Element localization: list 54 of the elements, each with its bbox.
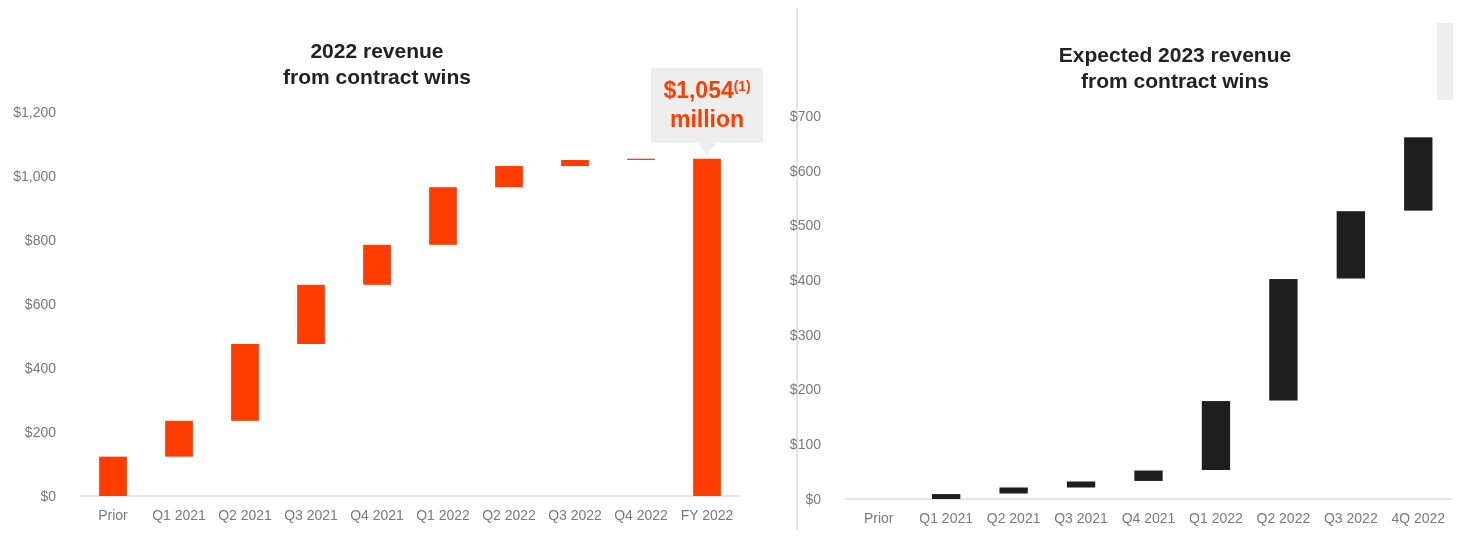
y-tick-label: $600	[789, 162, 822, 179]
annotation: $1,054$^{(1)}$ million	[663, 76, 751, 132]
x-tick-label: Q3 2022	[548, 507, 603, 523]
y-tick-label: $300	[789, 326, 822, 343]
x-tick-label: Q2 2021	[218, 507, 273, 523]
y-tick-label: $0	[40, 487, 57, 504]
y-tick-label: $800	[24, 231, 57, 248]
y-tick-label: $200	[789, 381, 822, 398]
x-tick-label: Q1 2021	[919, 510, 974, 526]
x-tick-label: Q3 2021	[284, 507, 339, 523]
x-tick-label: Q1 2022	[416, 507, 471, 523]
y-tick-label: $400	[789, 272, 822, 289]
x-tick-label: 4Q 2022	[1391, 510, 1446, 526]
y-tick-label: $600	[24, 295, 57, 312]
x-tick-label: Q2 2021	[986, 510, 1041, 526]
bar	[1336, 211, 1365, 279]
y-tick-label: $0	[805, 490, 822, 507]
bar	[495, 166, 523, 188]
chart-title: 2022 revenue from contract wins	[283, 39, 471, 88]
y-tick-label: $500	[789, 217, 822, 234]
bar	[999, 487, 1028, 494]
bar	[99, 456, 127, 496]
bar	[1269, 279, 1298, 401]
bar	[297, 284, 325, 344]
bar	[231, 344, 259, 421]
bar	[165, 420, 193, 457]
y-tick-label: $1,000	[13, 167, 57, 184]
x-tick-label: FY 2022	[680, 507, 734, 523]
y-tick-label: $700	[789, 107, 822, 124]
bar	[363, 244, 391, 285]
x-tick-label: Prior	[863, 510, 894, 526]
bar	[429, 187, 457, 245]
y-tick-label: $400	[24, 359, 57, 376]
x-tick-label: Q1 2022	[1189, 510, 1244, 526]
x-tick-label: Prior	[98, 507, 129, 523]
x-tick-label: Q4 2021	[350, 507, 405, 523]
y-tick-label: $200	[24, 423, 57, 440]
chart-title: Expected 2023 revenue from contract wins	[1058, 43, 1292, 92]
x-tick-label: Q4 2022	[614, 507, 669, 523]
x-tick-label: Q2 2022	[1256, 510, 1311, 526]
x-tick-label: Q2 2022	[482, 507, 537, 523]
y-tick-label: $1,200	[13, 103, 57, 120]
bar	[561, 160, 589, 167]
y-tick-label: $100	[789, 436, 822, 453]
bar	[1404, 137, 1433, 211]
x-tick-label: Q1 2021	[152, 507, 207, 523]
bar	[1134, 470, 1163, 481]
x-tick-label: Q3 2021	[1054, 510, 1109, 526]
bar	[1066, 481, 1096, 488]
x-tick-label: Q4 2021	[1121, 510, 1176, 526]
bar	[1201, 401, 1231, 470]
bar	[693, 158, 721, 496]
x-tick-label: Q3 2022	[1323, 510, 1378, 526]
bar	[932, 494, 961, 499]
